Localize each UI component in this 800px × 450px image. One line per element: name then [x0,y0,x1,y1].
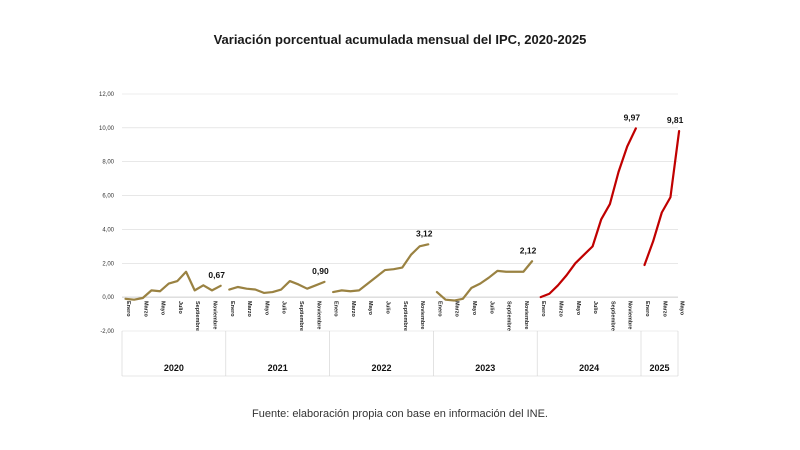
x-tick-label: Noviembre [212,301,218,329]
x-tick-label: Noviembre [315,301,321,329]
x-tick-label: Enero [644,301,650,317]
x-tick-label: Noviembre [627,301,633,329]
x-tick-label: Julio [281,301,287,314]
data-label-2024: 9,97 [624,112,641,122]
x-tick-label: Mayo [367,301,373,316]
x-tick-label: Noviembre [419,301,425,329]
source-note: Fuente: elaboración propia con base en i… [252,408,548,420]
x-tick-label: Mayo [679,301,685,316]
series-line-2020 [124,270,222,301]
series-line-2022 [332,243,430,294]
x-tick-label: Septiembre [194,301,200,331]
y-tick-label: 4,00 [102,227,114,233]
x-tick-label: Julio [488,301,494,314]
x-tick-label: Julio [592,301,598,314]
data-label-2022: 3,12 [416,228,433,238]
x-tick-label: Marzo [558,301,564,318]
x-tick-label: Enero [229,301,235,317]
x-tick-label: Marzo [350,301,356,318]
x-tick-label: Mayo [263,301,269,316]
y-tick-label: 12,00 [99,92,115,98]
x-tick-label: Julio [177,301,183,314]
x-tick-label: Septiembre [402,301,408,331]
series-line-2024 [539,127,637,299]
x-tick-label: Septiembre [506,301,512,331]
year-label-2022: 2022 [371,363,391,373]
x-tick-label: Enero [436,301,442,317]
data-label-2020: 0,67 [208,270,225,280]
year-label-2023: 2023 [475,363,495,373]
series-line-2021 [228,279,326,295]
x-tick-label: Marzo [246,301,252,318]
x-tick-label: Noviembre [523,301,529,329]
x-tick-label: Mayo [160,301,166,316]
data-label-2021: 0,90 [312,266,329,276]
x-tick-label: Septiembre [298,301,304,331]
x-tick-label: Marzo [661,301,667,318]
data-label-2023: 2,12 [520,245,537,255]
y-tick-label: 2,00 [102,261,114,267]
chart-title: Variación porcentual acumulada mensual d… [213,32,587,47]
series-line-2023 [435,260,534,302]
year-label-2020: 2020 [164,363,184,373]
x-tick-label: Mayo [575,301,581,316]
year-label-2021: 2021 [268,363,288,373]
y-tick-label: 10,00 [99,126,115,132]
y-tick-label: 6,00 [102,194,114,200]
x-tick-label: Mayo [471,301,477,316]
x-tick-label: Septiembre [609,301,615,331]
x-tick-label: Enero [333,301,339,317]
data-label-2025: 9,81 [667,115,684,125]
year-label-2025: 2025 [649,363,669,373]
year-label-2024: 2024 [579,363,599,373]
x-tick-label: Marzo [454,301,460,318]
x-tick-label: Enero [125,301,131,317]
y-tick-label: 0,00 [102,295,114,301]
y-tick-label: -2,00 [100,329,114,335]
y-tick-label: 8,00 [102,160,114,166]
x-tick-label: Julio [385,301,391,314]
series-line-2025 [643,129,681,267]
x-tick-label: Marzo [142,301,148,318]
x-tick-label: Enero [540,301,546,317]
